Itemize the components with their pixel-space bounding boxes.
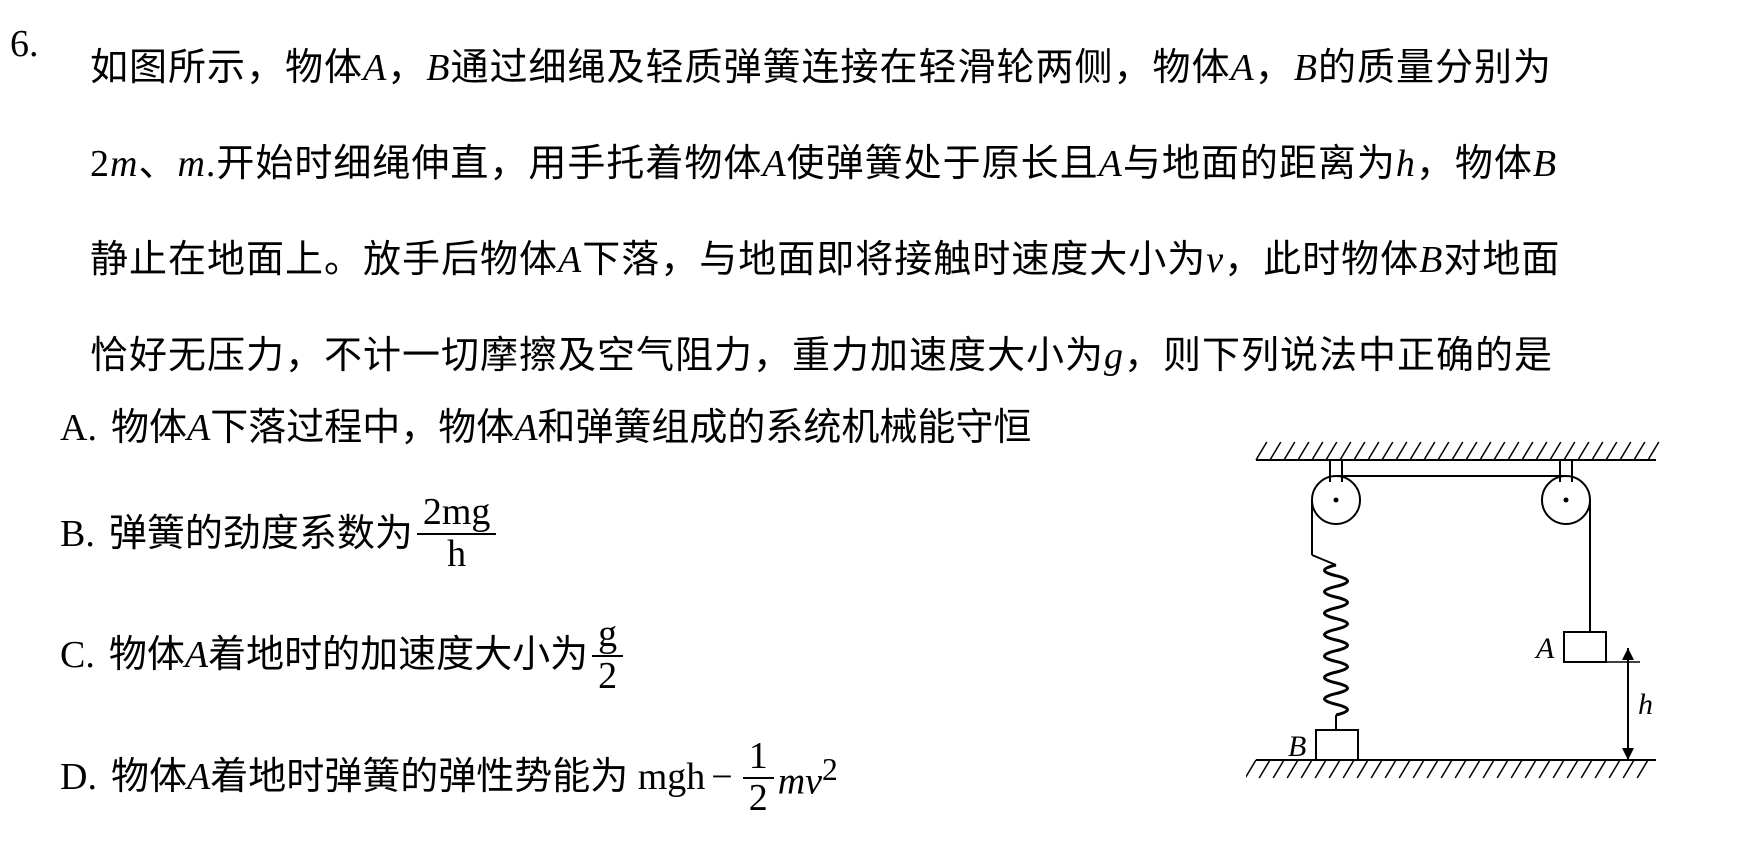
- fraction-numerator: 1: [743, 737, 774, 779]
- page: 6. 如图所示，物体A，B通过细绳及轻质弹簧连接在轻滑轮两侧，物体A，B的质量分…: [0, 0, 1756, 846]
- fraction-numerator: 2mg: [417, 493, 497, 535]
- physics-diagram: B Ah: [1246, 430, 1666, 810]
- fraction-denominator: h: [441, 535, 472, 575]
- stem-line: 静止在地面上。放手后物体A下落，与地面即将接触时速度大小为v，此时物体B对地面: [90, 212, 1716, 308]
- option-tag: B.: [60, 510, 95, 559]
- option-text: 物体A着地时的加速度大小为 g 2: [109, 615, 627, 697]
- option-text: 物体A下落过程中，物体A和弹簧组成的系统机械能守恒: [111, 404, 1031, 453]
- term: mgh: [638, 753, 706, 802]
- exponent: 2: [822, 752, 838, 787]
- option-tag: A.: [60, 404, 97, 453]
- stem-line: 恰好无压力，不计一切摩擦及空气阻力，重力加速度大小为g，则下列说法中正确的是: [90, 308, 1716, 404]
- stem-line: 2m、m.开始时细绳伸直，用手托着物体A使弹簧处于原长且A与地面的距离为h，物体…: [90, 116, 1716, 212]
- fraction-numerator: g: [592, 615, 623, 657]
- stem-line: 如图所示，物体A，B通过细绳及轻质弹簧连接在轻滑轮两侧，物体A，B的质量分别为: [90, 20, 1716, 116]
- minus-sign: −: [711, 753, 732, 802]
- fraction: 2mg h: [417, 493, 497, 575]
- fraction: 1 2: [743, 737, 774, 819]
- fraction: g 2: [592, 615, 623, 697]
- option-text: 物体A着地时弹簧的弹性势能为 mgh − 1 2 mv2: [111, 737, 838, 819]
- option-tag: C.: [60, 631, 95, 680]
- fraction-denominator: 2: [743, 779, 774, 819]
- svg-text:B: B: [1288, 730, 1306, 763]
- question-number: 6.: [10, 22, 39, 66]
- svg-text:A: A: [1534, 632, 1555, 665]
- option-prefix: 物体A着地时弹簧的弹性势能为: [111, 753, 638, 802]
- question-stem: 如图所示，物体A，B通过细绳及轻质弹簧连接在轻滑轮两侧，物体A，B的质量分别为 …: [90, 20, 1716, 404]
- option-text: 弹簧的劲度系数为 2mg h: [109, 493, 501, 575]
- fraction-denominator: 2: [592, 657, 623, 697]
- option-tag: D.: [60, 753, 97, 802]
- option-prefix: 弹簧的劲度系数为: [109, 510, 413, 559]
- variable: mv: [778, 760, 822, 802]
- svg-text:h: h: [1638, 688, 1653, 721]
- option-prefix: 物体A着地时的加速度大小为: [109, 631, 588, 680]
